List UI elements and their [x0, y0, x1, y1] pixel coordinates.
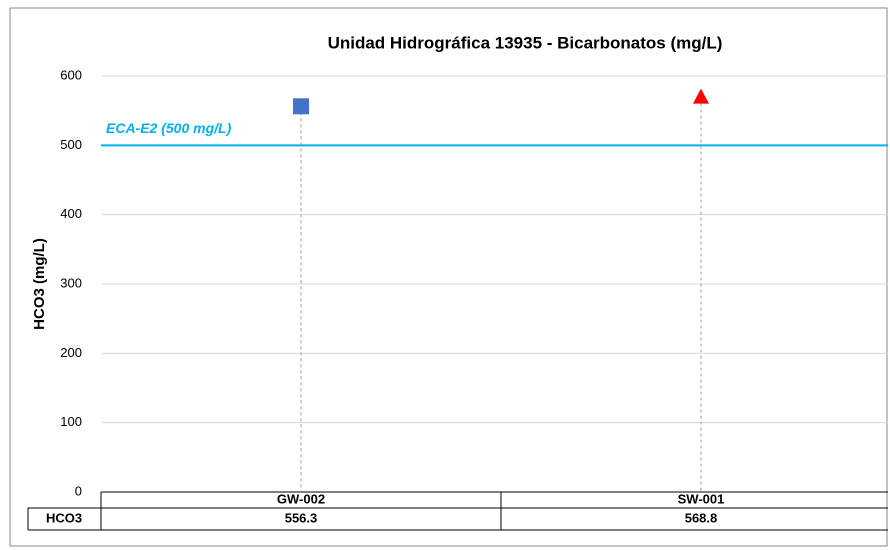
table-value: 556.3	[285, 510, 318, 525]
data-point	[293, 98, 309, 115]
data-point	[693, 88, 709, 104]
y-tick-label: 100	[60, 414, 82, 429]
x-tick-label: SW-001	[678, 491, 725, 506]
table-value: 568.8	[685, 510, 718, 525]
y-axis-label: HCO3 (mg/L)	[31, 238, 48, 330]
y-tick-label: 300	[60, 275, 82, 290]
chart-title: Unidad Hidrográfica 13935 - Bicarbonatos…	[328, 33, 723, 52]
table-row-label: HCO3	[46, 510, 82, 525]
reference-label: ECA-E2 (500 mg/L)	[106, 120, 232, 136]
y-tick-label: 400	[60, 206, 82, 221]
y-tick-label: 0	[75, 483, 82, 498]
x-tick-label: GW-002	[277, 491, 325, 506]
y-tick-label: 200	[60, 345, 82, 360]
chart-border	[9, 7, 888, 547]
y-tick-label: 600	[60, 67, 82, 82]
y-tick-label: 500	[60, 137, 82, 152]
